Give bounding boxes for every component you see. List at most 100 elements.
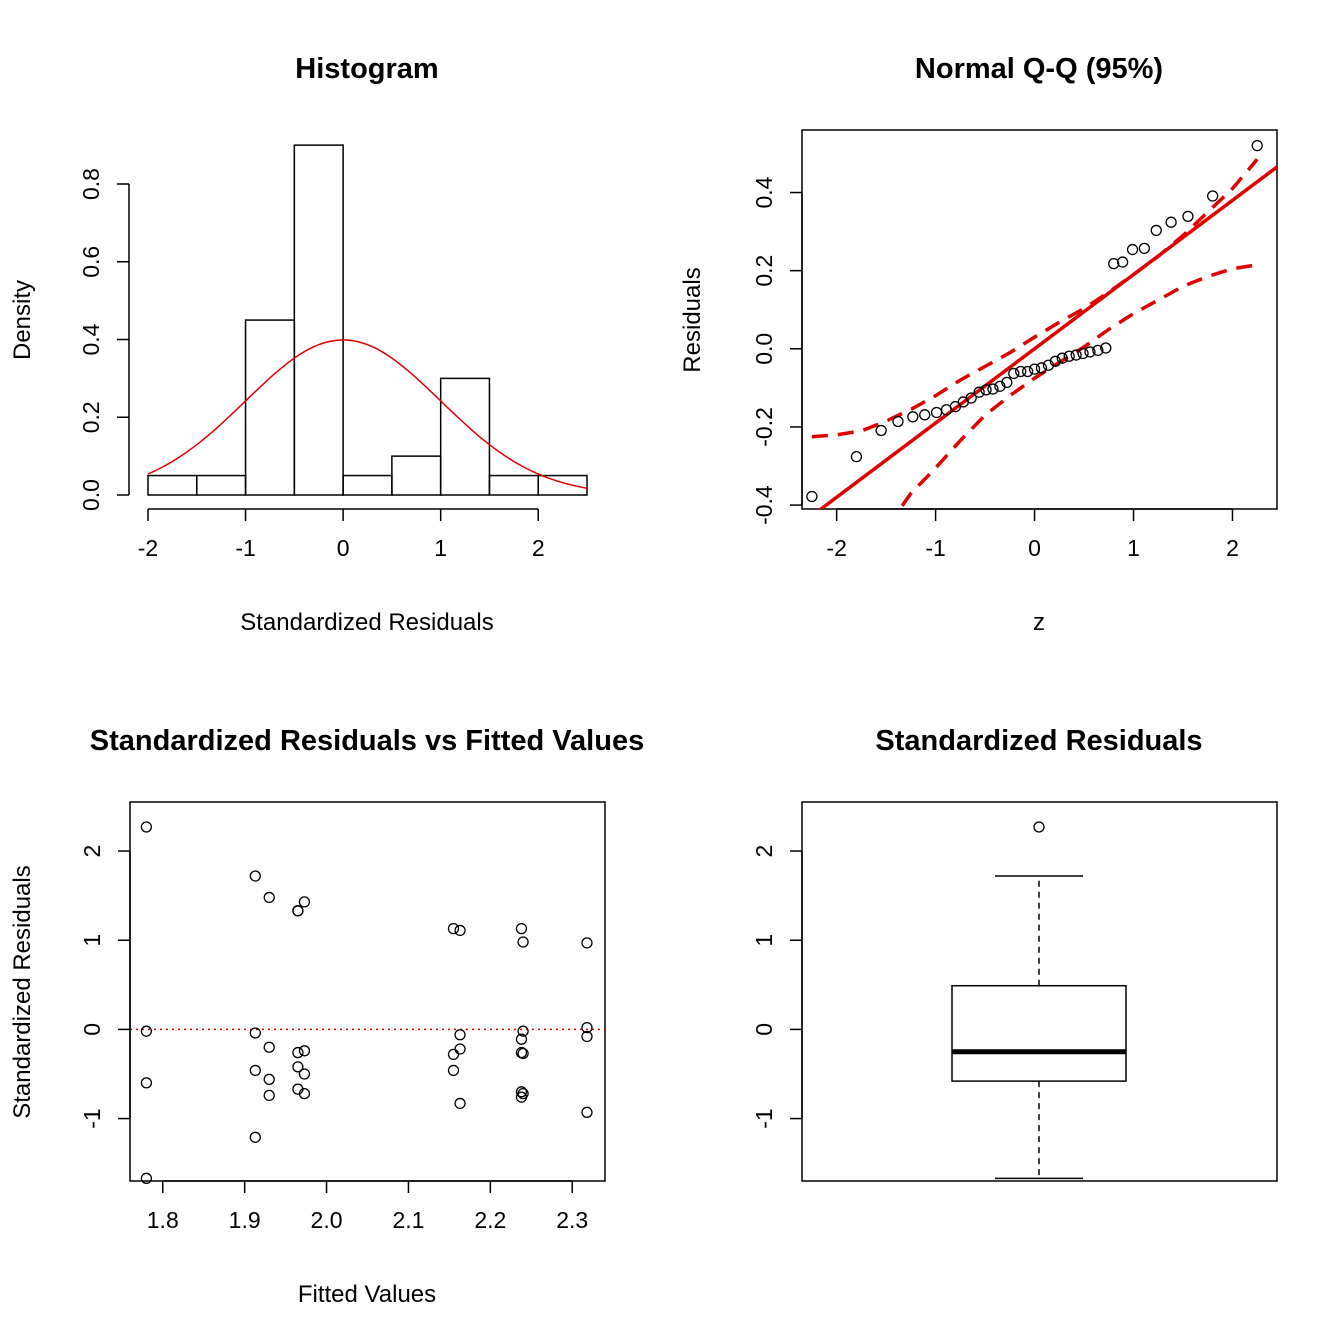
qq-point <box>1182 210 1194 222</box>
rvf-point <box>447 922 460 935</box>
qq-point <box>1150 224 1162 237</box>
rvf-point <box>454 1043 466 1055</box>
rvf-point <box>249 1027 261 1039</box>
qq-y-tick-label: -0.4 <box>751 485 777 525</box>
qq-y-tick-label: -0.2 <box>751 407 777 447</box>
rvf-point <box>292 1061 304 1073</box>
rvf-point <box>447 1064 460 1077</box>
histogram-title: Histogram <box>295 53 438 85</box>
qq-x-axis-label: z <box>1033 609 1045 636</box>
qq-y-tick-label: 0.0 <box>751 333 777 365</box>
boxplot-y-tick-label: 2 <box>751 845 777 858</box>
rvf-x-axis-label: Fitted Values <box>298 1281 436 1308</box>
qq-title: Normal Q-Q (95%) <box>915 53 1163 85</box>
histogram-y-axis-label: Density <box>9 280 36 360</box>
qq-point <box>1138 242 1151 255</box>
rvf-point <box>263 891 275 904</box>
rvf-point <box>517 1025 529 1037</box>
rvf-point <box>581 1030 593 1043</box>
qq-y-tick-label: 0.2 <box>751 255 777 287</box>
qq-point <box>1056 352 1068 364</box>
rvf-y-tick-label: 0 <box>79 1023 105 1036</box>
qq-upper-confidence-band <box>811 158 1259 439</box>
qq-point <box>1063 350 1075 362</box>
qq-point <box>875 424 887 437</box>
rvf-point <box>517 1047 529 1060</box>
histogram-y-tick-label: 0.2 <box>78 401 104 433</box>
qq-lower-confidence-band <box>897 263 1258 509</box>
rvf-point <box>292 1046 304 1059</box>
rvf-point <box>581 1021 593 1034</box>
histogram-x-tick-label: -1 <box>235 535 255 561</box>
rvf-point <box>515 1086 528 1098</box>
histogram-x-tick-label: -2 <box>138 535 158 561</box>
qq-x-tick-label: 1 <box>1127 535 1140 561</box>
qq-point <box>806 490 818 503</box>
rvf-point <box>249 1131 261 1143</box>
boxplot-box <box>951 984 1127 1082</box>
histogram-bar <box>537 474 588 496</box>
boxplot-y-tick-label: 0 <box>751 1023 777 1036</box>
rvf-point <box>298 1045 311 1057</box>
rvf-point <box>140 1172 153 1184</box>
histogram-y-tick-label: 0.0 <box>78 479 104 511</box>
rvf-point <box>298 896 311 908</box>
rvf-point <box>454 1097 466 1110</box>
qq-point <box>1008 367 1020 380</box>
histogram-x-axis-label: Standardized Residuals <box>240 609 494 636</box>
boxplot-outlier-point <box>1033 821 1045 833</box>
rvf-x-tick-label: 2.2 <box>474 1207 506 1233</box>
rvf-title: Standardized Residuals vs Fitted Values <box>90 725 644 757</box>
histogram-y-tick-label: 0.4 <box>78 323 104 355</box>
qq-point <box>1108 257 1120 270</box>
qq-x-tick-label: 2 <box>1226 535 1239 561</box>
rvf-point <box>140 821 153 833</box>
qq-x-tick-label: 0 <box>1028 535 1041 561</box>
rvf-point <box>517 936 529 948</box>
qq-point <box>1251 139 1263 152</box>
rvf-x-tick-label: 2.1 <box>392 1207 424 1233</box>
histogram-bar <box>293 144 344 496</box>
rvf-point <box>249 1064 261 1077</box>
qq-point <box>973 386 985 398</box>
qq-point <box>1116 256 1129 268</box>
qq-point <box>1015 365 1027 378</box>
qq-point <box>850 450 863 463</box>
boxplot-y-tick-label: 1 <box>751 934 777 947</box>
qq-point <box>1042 359 1055 371</box>
qq-point <box>1001 376 1013 389</box>
rvf-x-tick-label: 2.0 <box>311 1207 343 1233</box>
rvf-x-tick-label: 1.9 <box>229 1207 261 1233</box>
qq-panel: Normal Q-Q (95%) z Residuals -2 -1 0 1 2 -0.4… <box>679 53 1278 636</box>
rvf-point <box>454 1029 466 1041</box>
rvf-point <box>140 1077 153 1089</box>
qq-point <box>892 415 904 428</box>
qq-point <box>1092 344 1104 357</box>
rvf-point <box>263 1041 275 1053</box>
rvf-point <box>581 937 593 949</box>
rvf-point <box>140 1025 153 1037</box>
rvf-point <box>292 905 304 917</box>
qq-point <box>1165 216 1177 228</box>
qq-point <box>965 392 977 404</box>
rvf-y-tick-label: 2 <box>79 845 105 858</box>
qq-reference-line <box>818 165 1277 509</box>
qq-point <box>907 411 919 423</box>
qq-point <box>1021 365 1034 378</box>
qq-x-tick-label: -2 <box>826 535 846 561</box>
qq-point <box>1100 342 1112 354</box>
histogram-x-tick-label: 0 <box>337 535 350 561</box>
qq-point <box>1077 347 1089 360</box>
qq-point <box>1084 346 1096 358</box>
rvf-point <box>515 1033 528 1045</box>
qq-point <box>1070 349 1082 361</box>
qq-point <box>987 383 999 395</box>
rvf-point <box>581 1106 593 1118</box>
normal-density-curve <box>147 339 588 489</box>
qq-point <box>1035 362 1048 374</box>
rvf-point <box>517 1087 529 1100</box>
histogram-panel: Histogram Standardized Residuals Density… <box>9 53 588 636</box>
histogram-y-tick-label: 0.6 <box>78 246 104 278</box>
